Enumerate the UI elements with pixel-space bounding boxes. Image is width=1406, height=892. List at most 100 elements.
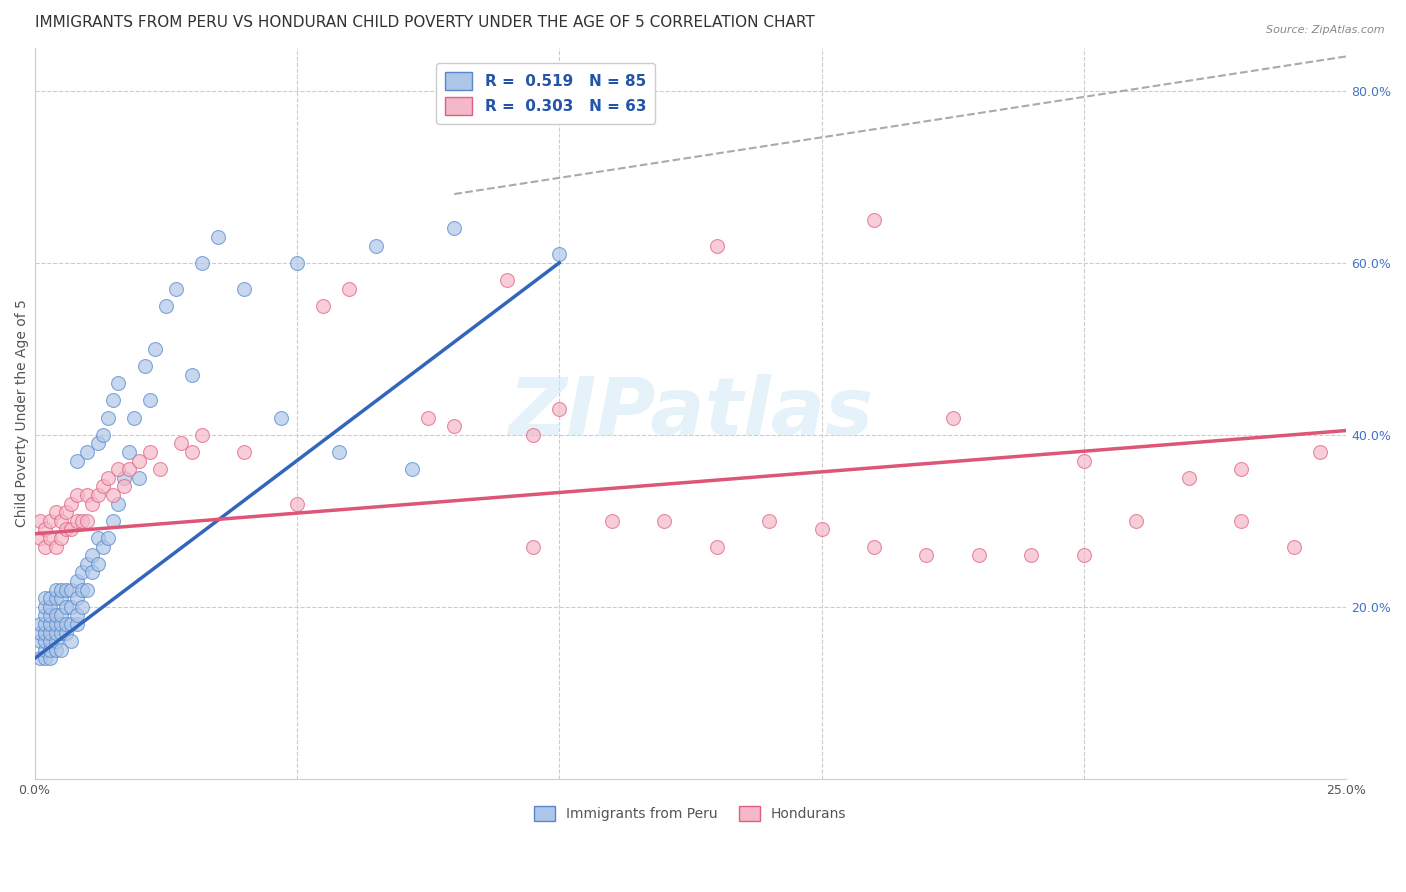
Y-axis label: Child Poverty Under the Age of 5: Child Poverty Under the Age of 5 — [15, 300, 30, 527]
Point — [28, 634, 51, 648]
Point — [443, 419, 465, 434]
Point — [60, 634, 83, 648]
Point — [45, 643, 67, 657]
Point — [103, 488, 125, 502]
Point — [170, 436, 193, 450]
Point — [1230, 462, 1253, 476]
Point — [191, 428, 214, 442]
Point — [128, 471, 150, 485]
Legend: Immigrants from Peru, Hondurans: Immigrants from Peru, Hondurans — [529, 801, 852, 827]
Point — [91, 428, 114, 442]
Point — [55, 625, 77, 640]
Point — [39, 599, 62, 614]
Point — [49, 591, 72, 606]
Point — [443, 221, 465, 235]
Point — [55, 505, 77, 519]
Point — [34, 651, 56, 665]
Point — [270, 410, 292, 425]
Point — [76, 582, 98, 597]
Point — [495, 273, 517, 287]
Point — [181, 368, 204, 382]
Point — [34, 523, 56, 537]
Point — [149, 462, 172, 476]
Point — [548, 247, 571, 261]
Point — [76, 445, 98, 459]
Point — [548, 402, 571, 417]
Point — [60, 617, 83, 632]
Point — [97, 471, 120, 485]
Point — [91, 479, 114, 493]
Point — [1309, 445, 1331, 459]
Point — [76, 557, 98, 571]
Point — [39, 634, 62, 648]
Point — [60, 497, 83, 511]
Point — [1073, 549, 1095, 563]
Point — [65, 608, 87, 623]
Point — [39, 531, 62, 545]
Point — [65, 514, 87, 528]
Point — [522, 540, 544, 554]
Point — [28, 651, 51, 665]
Point — [1177, 471, 1199, 485]
Point — [181, 445, 204, 459]
Point — [122, 410, 145, 425]
Point — [285, 256, 308, 270]
Point — [191, 256, 214, 270]
Point — [70, 566, 93, 580]
Point — [60, 599, 83, 614]
Point — [28, 625, 51, 640]
Point — [139, 445, 162, 459]
Point — [82, 549, 104, 563]
Point — [863, 212, 886, 227]
Point — [45, 617, 67, 632]
Point — [45, 608, 67, 623]
Point — [863, 540, 886, 554]
Point — [34, 617, 56, 632]
Point — [1125, 514, 1147, 528]
Text: IMMIGRANTS FROM PERU VS HONDURAN CHILD POVERTY UNDER THE AGE OF 5 CORRELATION CH: IMMIGRANTS FROM PERU VS HONDURAN CHILD P… — [35, 15, 814, 30]
Point — [45, 625, 67, 640]
Point — [522, 428, 544, 442]
Point — [364, 238, 387, 252]
Point — [128, 453, 150, 467]
Point — [1282, 540, 1305, 554]
Point — [39, 591, 62, 606]
Point — [416, 410, 439, 425]
Point — [107, 376, 129, 391]
Point — [28, 531, 51, 545]
Point — [28, 617, 51, 632]
Point — [706, 540, 728, 554]
Point — [97, 531, 120, 545]
Point — [86, 557, 108, 571]
Point — [49, 514, 72, 528]
Point — [45, 582, 67, 597]
Point — [143, 342, 166, 356]
Text: Source: ZipAtlas.com: Source: ZipAtlas.com — [1267, 25, 1385, 35]
Point — [915, 549, 938, 563]
Point — [34, 643, 56, 657]
Point — [39, 625, 62, 640]
Point — [45, 505, 67, 519]
Point — [810, 523, 832, 537]
Point — [55, 523, 77, 537]
Point — [49, 625, 72, 640]
Point — [70, 582, 93, 597]
Point — [86, 531, 108, 545]
Point — [134, 359, 156, 373]
Point — [39, 608, 62, 623]
Point — [600, 514, 623, 528]
Point — [82, 566, 104, 580]
Point — [55, 582, 77, 597]
Point — [34, 591, 56, 606]
Point — [39, 514, 62, 528]
Point — [758, 514, 780, 528]
Point — [49, 608, 72, 623]
Point — [91, 540, 114, 554]
Point — [39, 617, 62, 632]
Point — [107, 497, 129, 511]
Point — [65, 453, 87, 467]
Point — [706, 238, 728, 252]
Point — [65, 617, 87, 632]
Point — [34, 608, 56, 623]
Point — [28, 514, 51, 528]
